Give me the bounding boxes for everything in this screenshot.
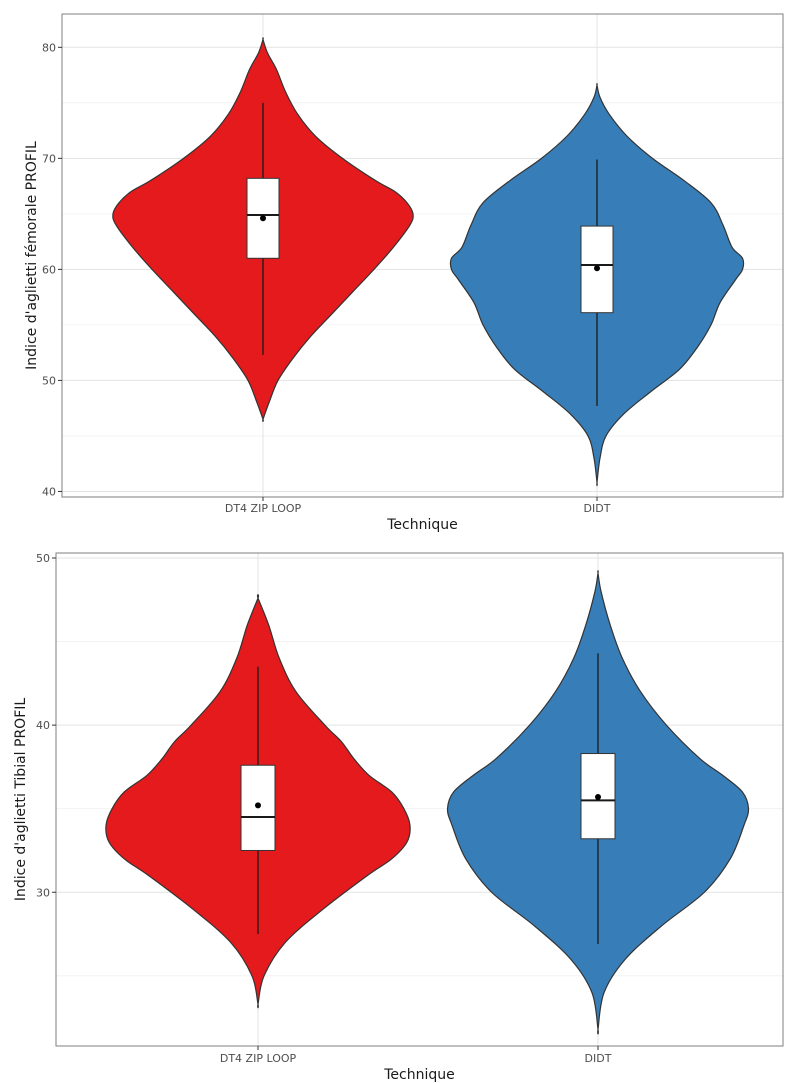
y-axis-title: Indice d'aglietti Tibial PROFIL	[13, 698, 29, 902]
y-tick-label: 30	[36, 886, 50, 899]
y-tick-label: 50	[42, 374, 56, 387]
x-tick-label: DT4 ZIP LOOP	[220, 1052, 297, 1065]
y-tick-label: 50	[36, 552, 50, 565]
panel-border	[61, 13, 784, 498]
mean-point-tibial-0	[255, 802, 261, 809]
y-tick-label: 40	[36, 719, 50, 732]
mean-point-tibial-1	[595, 793, 601, 800]
violin-chart-tibial: 30 40 50 DT4 ZIP LOOP DIDT Technique Indice d'…	[13, 552, 784, 1083]
mean-point-femoral-1	[594, 265, 600, 272]
panel-border	[55, 552, 784, 1047]
y-axis-title: Indice d'aglietti fémorale PROFIL	[24, 141, 40, 370]
x-tick-label: DT4 ZIP LOOP	[225, 502, 302, 515]
y-tick-label: 70	[42, 152, 56, 165]
x-tick-label: DIDT	[584, 502, 611, 515]
x-tick-label: DIDT	[585, 1052, 612, 1065]
y-tick-label: 40	[42, 485, 56, 498]
mean-point-femoral-0	[260, 215, 266, 222]
violin-chart-femoral: 40 50 60 70 80 DT4 ZIP LOOP DIDT Technique Indic…	[24, 13, 784, 533]
x-axis-title: Technique	[386, 517, 458, 533]
y-tick-label: 80	[42, 41, 56, 54]
x-axis-title: Technique	[383, 1067, 455, 1083]
y-tick-label: 60	[42, 263, 56, 276]
